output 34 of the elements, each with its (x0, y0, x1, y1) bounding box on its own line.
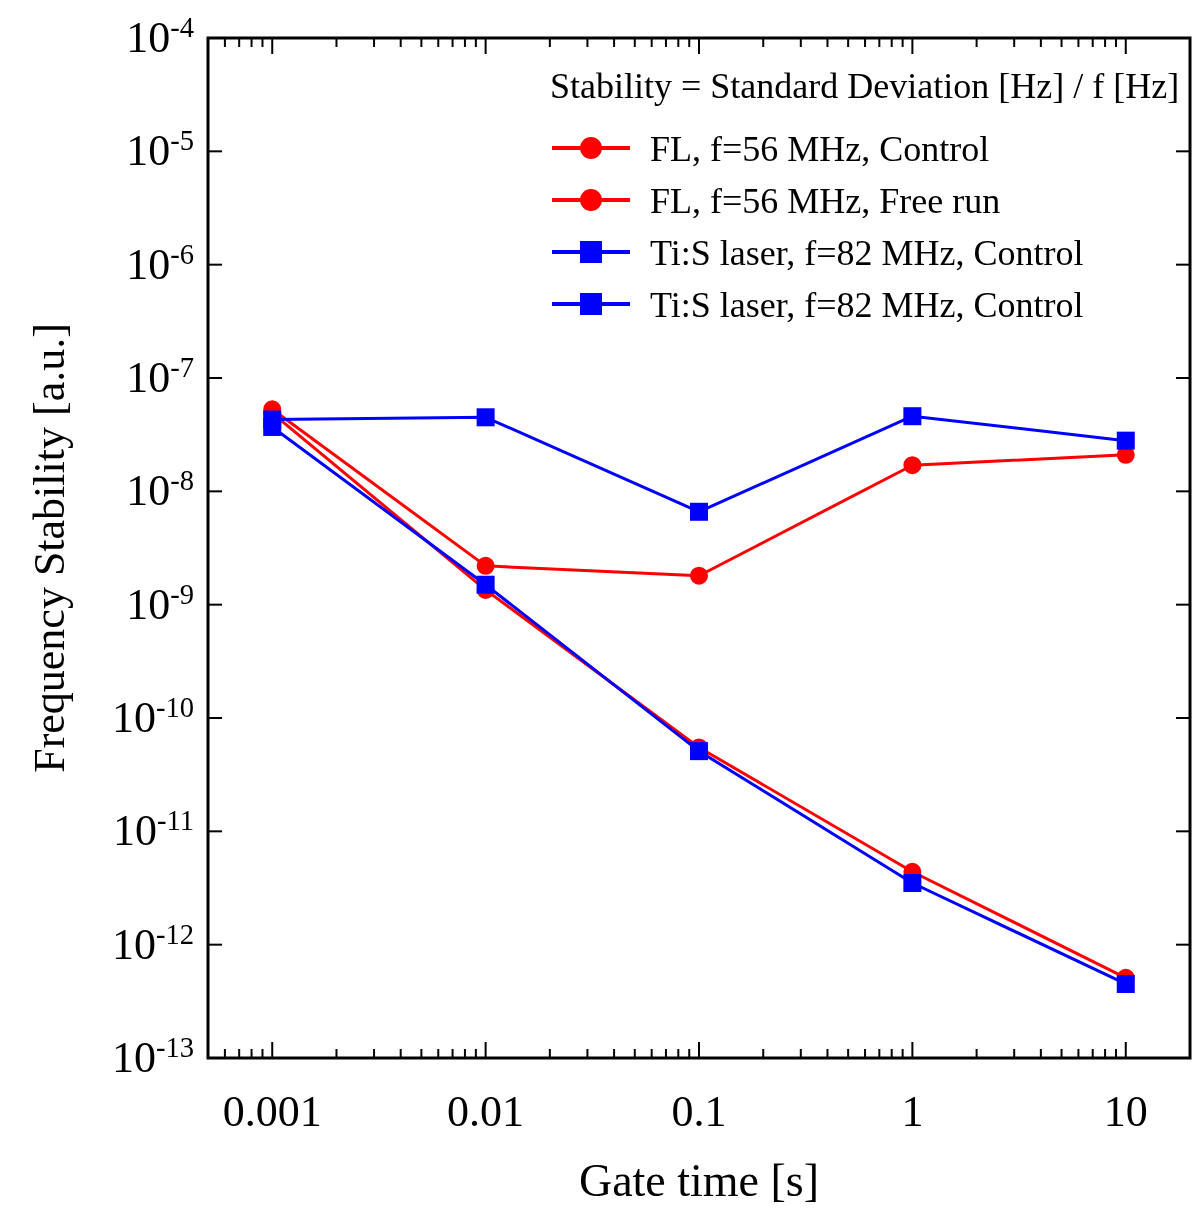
point (1116, 431, 1135, 450)
point (690, 566, 708, 585)
x-tick-label: 0.001 (222, 1087, 322, 1136)
y-axis-title: Frequency Stability [a.u.] (25, 323, 74, 773)
y-tick-label: 10$^{-13}$ (111, 1031, 194, 1082)
legend-label: Ti:S laser, f=82 MHz, Control (650, 233, 1084, 273)
point (476, 575, 495, 594)
y-tick-label: 10$^{-7}$ (126, 351, 194, 402)
y-tick-label: 10$^{-8}$ (126, 464, 194, 516)
y-tick-label: 10$^{-12}$ (111, 918, 194, 969)
legend-label: FL, f=56 MHz, Control (650, 129, 990, 169)
point (476, 408, 495, 427)
legend-title: Stability = Standard Deviation [Hz] / f [Hz] (550, 66, 1180, 106)
legend-label: Ti:S laser, f=82 MHz, Control (650, 285, 1084, 325)
y-tick-label: 10$^{-9}$ (126, 578, 194, 629)
point (1116, 974, 1135, 993)
y-tick-label: 10$^{-11}$ (112, 804, 194, 856)
y-tick-label: 10$^{-5}$ (126, 124, 194, 176)
point (903, 874, 922, 893)
x-tick-label: 1 (901, 1087, 924, 1136)
y-tick-label: 10$^{-4}$ (126, 11, 194, 62)
point (690, 502, 708, 521)
point (690, 742, 708, 761)
y-tick-label: 10$^{-6}$ (126, 238, 194, 289)
legend-label: FL, f=56 MHz, Free run (650, 181, 1001, 221)
y-tick-label: 10$^{-10}$ (111, 691, 194, 742)
x-axis-title: Gate time [s] (578, 1155, 820, 1206)
x-tick-label: 0.01 (447, 1087, 525, 1136)
point (476, 556, 495, 575)
point (903, 407, 922, 426)
x-tick-label: 0.1 (671, 1087, 727, 1136)
point (263, 410, 282, 429)
x-tick-label: 10 (1103, 1087, 1148, 1136)
point (903, 456, 922, 475)
